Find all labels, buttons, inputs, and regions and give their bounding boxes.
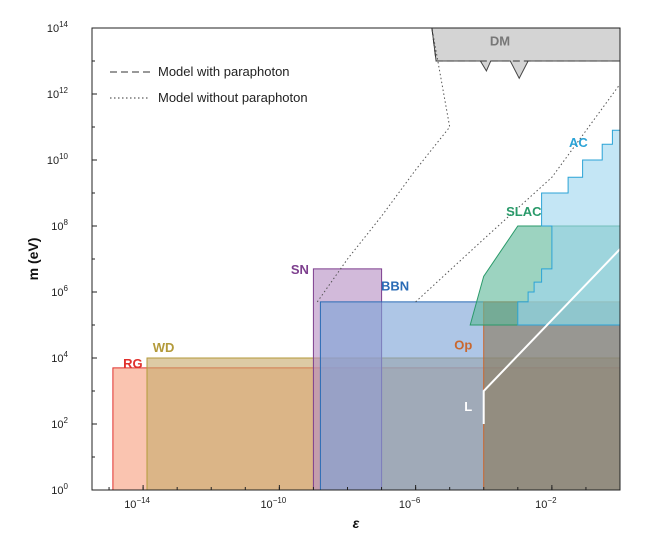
line-model-with-paraphoton [431, 27, 620, 62]
y-tick-label: 1010 [47, 152, 69, 167]
y-axis-title: m (eV) [25, 238, 41, 281]
y-tick-label: 1014 [47, 20, 69, 35]
y-tick-label: 100 [51, 482, 68, 497]
line-label-l: L [464, 399, 472, 414]
x-tick-label: 10−10 [260, 496, 286, 511]
region-label-op: Op [454, 338, 472, 353]
region-label-ac: AC [569, 135, 588, 150]
region-label-sn: SN [291, 262, 309, 277]
x-tick-label: 10−6 [399, 496, 421, 511]
region-label-wd: WD [153, 340, 175, 355]
region-label-dm: DM [490, 33, 510, 48]
y-tick-label: 102 [51, 416, 68, 431]
line-l [482, 248, 621, 424]
x-tick-label: 10−2 [535, 496, 557, 511]
region-dm [431, 27, 621, 80]
region-label-rg: RG [123, 356, 143, 371]
region-op [483, 301, 621, 491]
region-label-slac: SLAC [506, 204, 542, 219]
legend-label: Model without paraphoton [158, 90, 308, 105]
y-tick-label: 1012 [47, 86, 69, 101]
y-tick-label: 106 [51, 284, 68, 299]
x-tick-label: 10−14 [124, 496, 150, 511]
y-tick-label: 108 [51, 218, 68, 233]
lines-layer [316, 27, 621, 424]
region-label-bbn: BBN [381, 279, 409, 294]
line-model-without-paraphoton-left [316, 27, 451, 303]
labels-layer: RG WD SN BBN Op SLAC AC DM L [123, 33, 588, 414]
legend: Model with paraphoton Model without parap… [110, 64, 308, 105]
y-tick-label: 104 [51, 350, 68, 365]
legend-label: Model with paraphoton [158, 64, 290, 79]
x-axis-title: ε [353, 515, 360, 531]
regions-layer [112, 27, 621, 491]
